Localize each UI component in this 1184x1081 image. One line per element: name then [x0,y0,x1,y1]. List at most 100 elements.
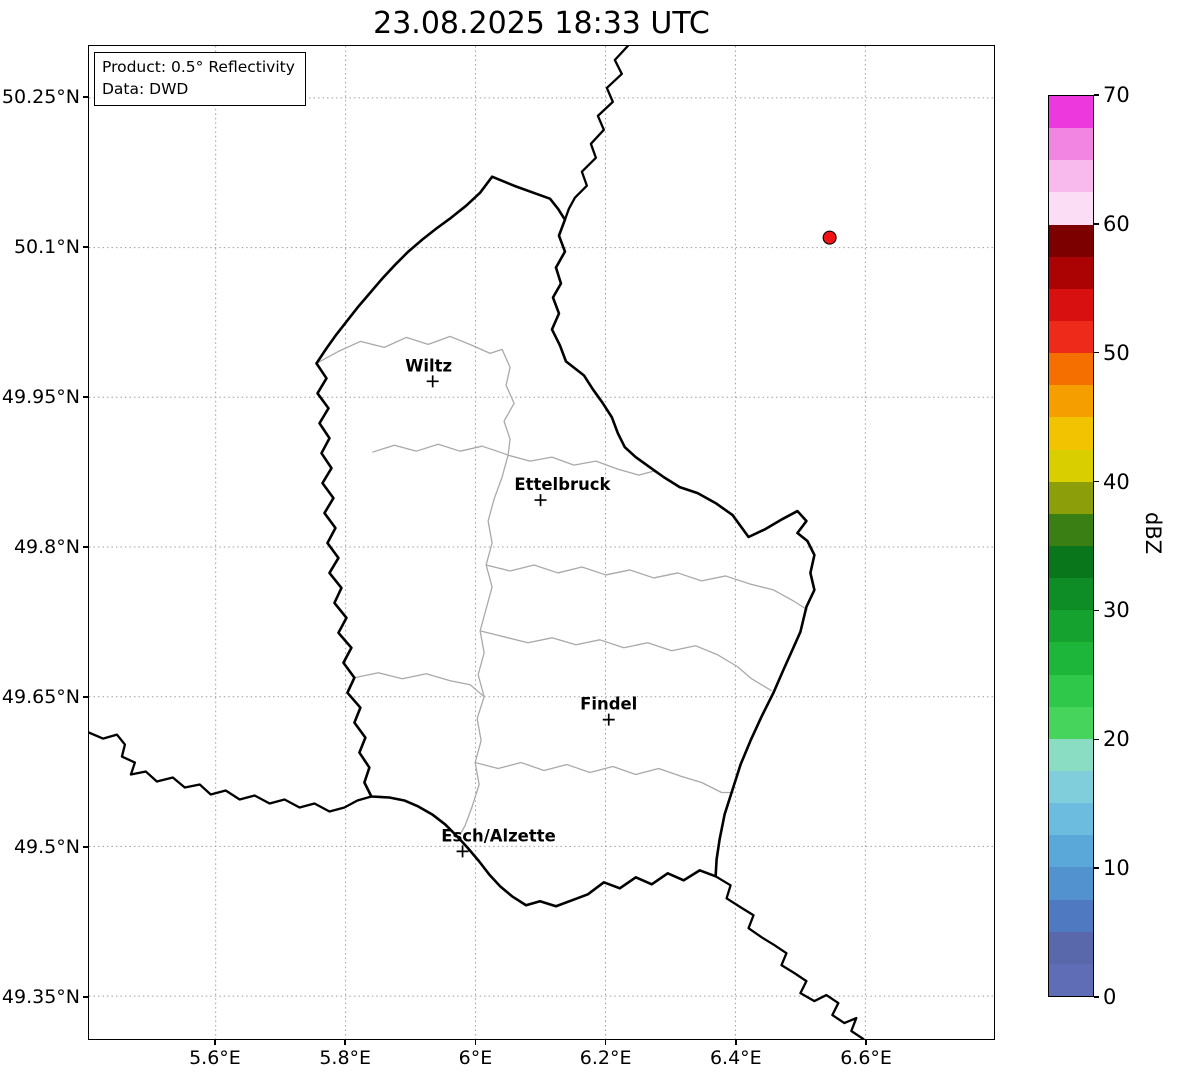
city-label: Findel [580,695,637,714]
colorbar-tick-label: 50 [1103,340,1130,365]
colorbar-segment [1049,224,1093,257]
x-tick-mark [474,1040,477,1045]
colorbar-segment [1049,513,1093,546]
colorbar-segment [1049,385,1093,418]
colorbar-tick-mark [1094,351,1099,354]
colorbar-segment [1049,449,1093,482]
lon-tick-label: 5.6°E [189,1047,241,1069]
colorbar-tick-mark [1094,996,1099,998]
colorbar-tick-label: 60 [1103,211,1130,236]
colorbar-segment [1049,738,1093,771]
y-tick-mark [83,696,88,698]
y-tick-mark [83,246,88,248]
x-tick-mark [604,1040,607,1045]
colorbar-segment [1049,192,1093,225]
lat-tick-label: 49.5°N [13,836,80,858]
lat-tick-label: 49.95°N [1,386,80,408]
colorbar-segment [1049,963,1093,996]
colorbar-segment [1049,610,1093,643]
figure-title: 23.08.2025 18:33 UTC [373,6,710,41]
colorbar-segment [1049,642,1093,675]
canton-border [507,454,665,478]
colorbar-tick-mark [1094,480,1099,483]
colorbar-segment [1049,674,1093,707]
colorbar-segment [1049,256,1093,289]
canton-border [479,630,772,692]
colorbar-tick-mark [1094,609,1099,612]
y-tick-mark [83,396,88,398]
colorbar-tick-mark [1094,94,1099,96]
lat-tick-label: 49.65°N [1,686,80,708]
data-source-line: Data: DWD [102,80,189,98]
colorbar-tick-label: 20 [1103,727,1130,752]
grid-layer [89,46,994,1039]
colorbar-tick-label: 70 [1103,83,1130,107]
colorbar-segment [1049,931,1093,964]
colorbar-tick-mark [1094,867,1099,869]
colorbar-tick-mark [1094,223,1099,225]
colorbar-segment [1049,353,1093,386]
y-tick-mark [83,546,88,548]
colorbar-segment [1049,96,1093,129]
lon-tick-label: 6.6°E [840,1047,892,1069]
canton-border [474,761,734,794]
colorbar-segment [1049,320,1093,354]
x-tick-mark [735,1040,737,1045]
country-borders [89,46,865,1039]
canton-borders [316,335,808,835]
map-overlay: Wiltz Ettelbruck Findel Esch/Alzette [405,230,837,858]
product-info-box: Product: 0.5° Reflectivity Data: DWD [94,52,306,106]
city-marker [456,845,469,858]
radar-echo-dot [822,230,837,245]
colorbar-segment [1049,481,1093,514]
colorbar-segment [1049,803,1093,836]
lon-tick-label: 5.8°E [319,1047,372,1069]
x-tick-mark [865,1040,867,1045]
colorbar-segment [1049,706,1093,739]
lon-tick-label: 6°E [458,1047,493,1069]
colorbar-segment [1049,160,1093,193]
x-tick-mark [214,1040,216,1045]
map-plot: Wiltz Ettelbruck Findel Esch/Alzette Produc… [88,45,995,1040]
lon-tick-label: 6.4°E [709,1047,762,1069]
canton-border [372,443,509,456]
lat-tick-label: 50.25°N [1,86,80,108]
y-tick-mark [83,846,88,848]
belgium-france-border [89,731,373,813]
luxembourg-border [315,175,816,908]
colorbar-segment [1049,417,1093,450]
y-tick-mark [83,996,88,998]
canton-border [354,672,485,698]
colorbar [1048,95,1094,997]
luxembourg-map: Wiltz Ettelbruck Findel Esch/Alzette [89,46,994,1039]
city-label: Ettelbruck [514,475,611,494]
belgium-germany-border [563,46,629,221]
canton-border [316,335,515,456]
colorbar-segment [1049,578,1093,611]
product-line: Product: 0.5° Reflectivity [102,58,295,76]
colorbar-tick-label: 40 [1103,469,1130,494]
lat-tick-label: 50.1°N [13,236,80,258]
colorbar-segment [1049,545,1093,579]
colorbar-unit-label: dBZ [1141,512,1165,555]
colorbar-segment [1049,899,1093,932]
colorbar-segment [1049,288,1093,321]
lon-tick-label: 6.2°E [579,1047,632,1069]
colorbar-tick-mark [1094,738,1099,741]
colorbar-tick-label: 0 [1103,985,1117,1009]
city-marker [534,494,547,507]
colorbar-tick-label: 10 [1103,856,1130,881]
colorbar-segment [1049,835,1093,868]
y-tick-mark [83,96,88,98]
colorbar-segment [1049,770,1093,804]
lat-tick-label: 49.8°N [13,536,80,558]
x-tick-mark [344,1040,346,1045]
france-germany-border [714,875,865,1039]
colorbar-segment [1049,128,1093,161]
canton-border [459,455,509,835]
city-label: Wiltz [405,356,452,375]
canton-border [485,564,808,611]
city-label: Esch/Alzette [441,826,556,845]
lat-tick-label: 49.35°N [1,986,80,1008]
